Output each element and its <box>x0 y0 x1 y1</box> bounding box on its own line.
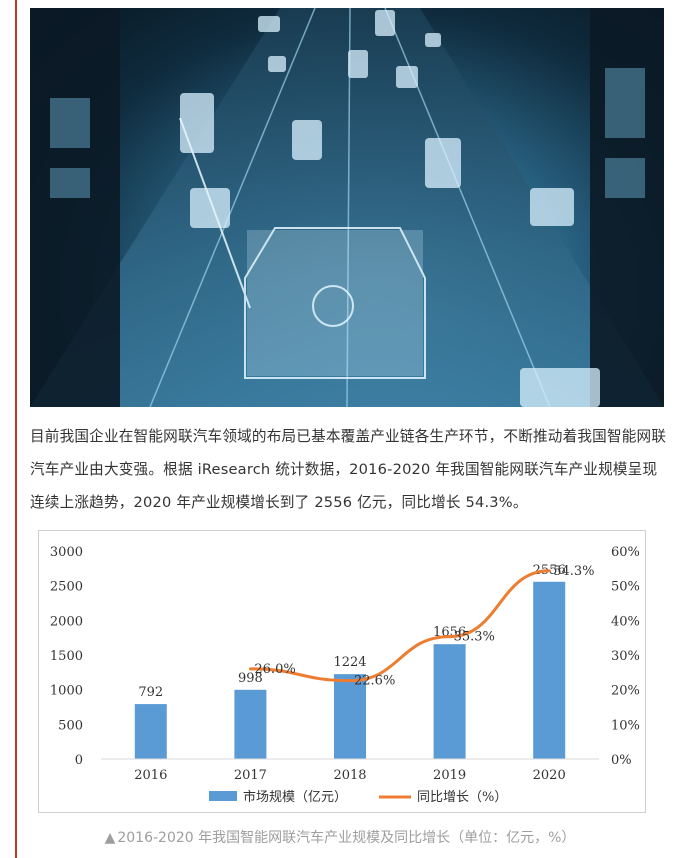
growth-value-label: 26.0% <box>254 662 295 677</box>
market-size-chart: 0 500 1000 1500 2000 2500 3000 0% 10% 20% 30% 40% 50… <box>38 530 646 813</box>
x-tick-label: 2017 <box>234 768 267 783</box>
growth-point <box>547 569 551 573</box>
y-left-tick-label: 1500 <box>50 649 83 664</box>
y-left-tick-label: 1000 <box>50 684 83 699</box>
y-right-tick-label: 60% <box>611 545 640 560</box>
left-accent-rule <box>15 0 17 858</box>
growth-point <box>248 667 252 671</box>
hero-illustration <box>30 8 664 407</box>
y-left-tick-label: 3000 <box>50 545 83 560</box>
x-tick-label: 2019 <box>433 768 466 783</box>
hero-image-autonomous-traffic <box>30 8 664 407</box>
bar <box>433 644 466 759</box>
y-right-tick-label: 20% <box>611 684 640 699</box>
bar-value-label: 998 <box>238 671 263 686</box>
legend-bar-swatch <box>209 791 237 801</box>
y-right-tick-label: 10% <box>611 718 640 733</box>
growth-series-line <box>250 569 550 683</box>
chart-canvas: 0 500 1000 1500 2000 2500 3000 0% 10% 20% 30% 40% 50… <box>50 545 640 805</box>
growth-value-label: 35.3% <box>454 630 495 645</box>
y-left-tick-label: 0 <box>75 753 83 768</box>
y-left-tick-label: 2500 <box>50 580 83 595</box>
growth-value-label: 22.6% <box>354 674 395 689</box>
y-right-tick-label: 0% <box>611 753 632 768</box>
y-left-tick-label: 2000 <box>50 614 83 629</box>
y-right-tick-label: 40% <box>611 614 640 629</box>
growth-point <box>448 635 452 639</box>
bar-value-label: 1224 <box>333 655 366 670</box>
x-tick-label: 2020 <box>533 768 566 783</box>
legend-line-label: 同比增长（%） <box>417 790 507 805</box>
y-left-tick-label: 500 <box>58 718 83 733</box>
chart-caption: ▲ 2016-2020 年我国智能网联汽车产业规模及同比增长（单位：亿元，%） <box>0 827 680 847</box>
x-tick-label: 2016 <box>134 768 167 783</box>
bar <box>134 704 167 759</box>
caption-text: 2016-2020 年我国智能网联汽车产业规模及同比增长（单位：亿元，%） <box>117 830 576 846</box>
y-right-tick-label: 50% <box>611 580 640 595</box>
y-right-tick-label: 30% <box>611 649 640 664</box>
bar <box>334 674 366 759</box>
bar-value-label: 792 <box>138 685 163 700</box>
legend-bar-label: 市场规模（亿元） <box>243 789 347 805</box>
bar <box>533 581 566 759</box>
growth-value-label: 54.3% <box>553 564 594 579</box>
growth-point <box>348 679 352 683</box>
bar <box>234 689 267 759</box>
intro-paragraph: 目前我国企业在智能网联汽车领域的布局已基本覆盖产业链各生产环节，不断推动着我国智… <box>30 428 667 511</box>
caption-marker: ▲ <box>104 830 116 846</box>
x-tick-label: 2018 <box>333 768 366 783</box>
